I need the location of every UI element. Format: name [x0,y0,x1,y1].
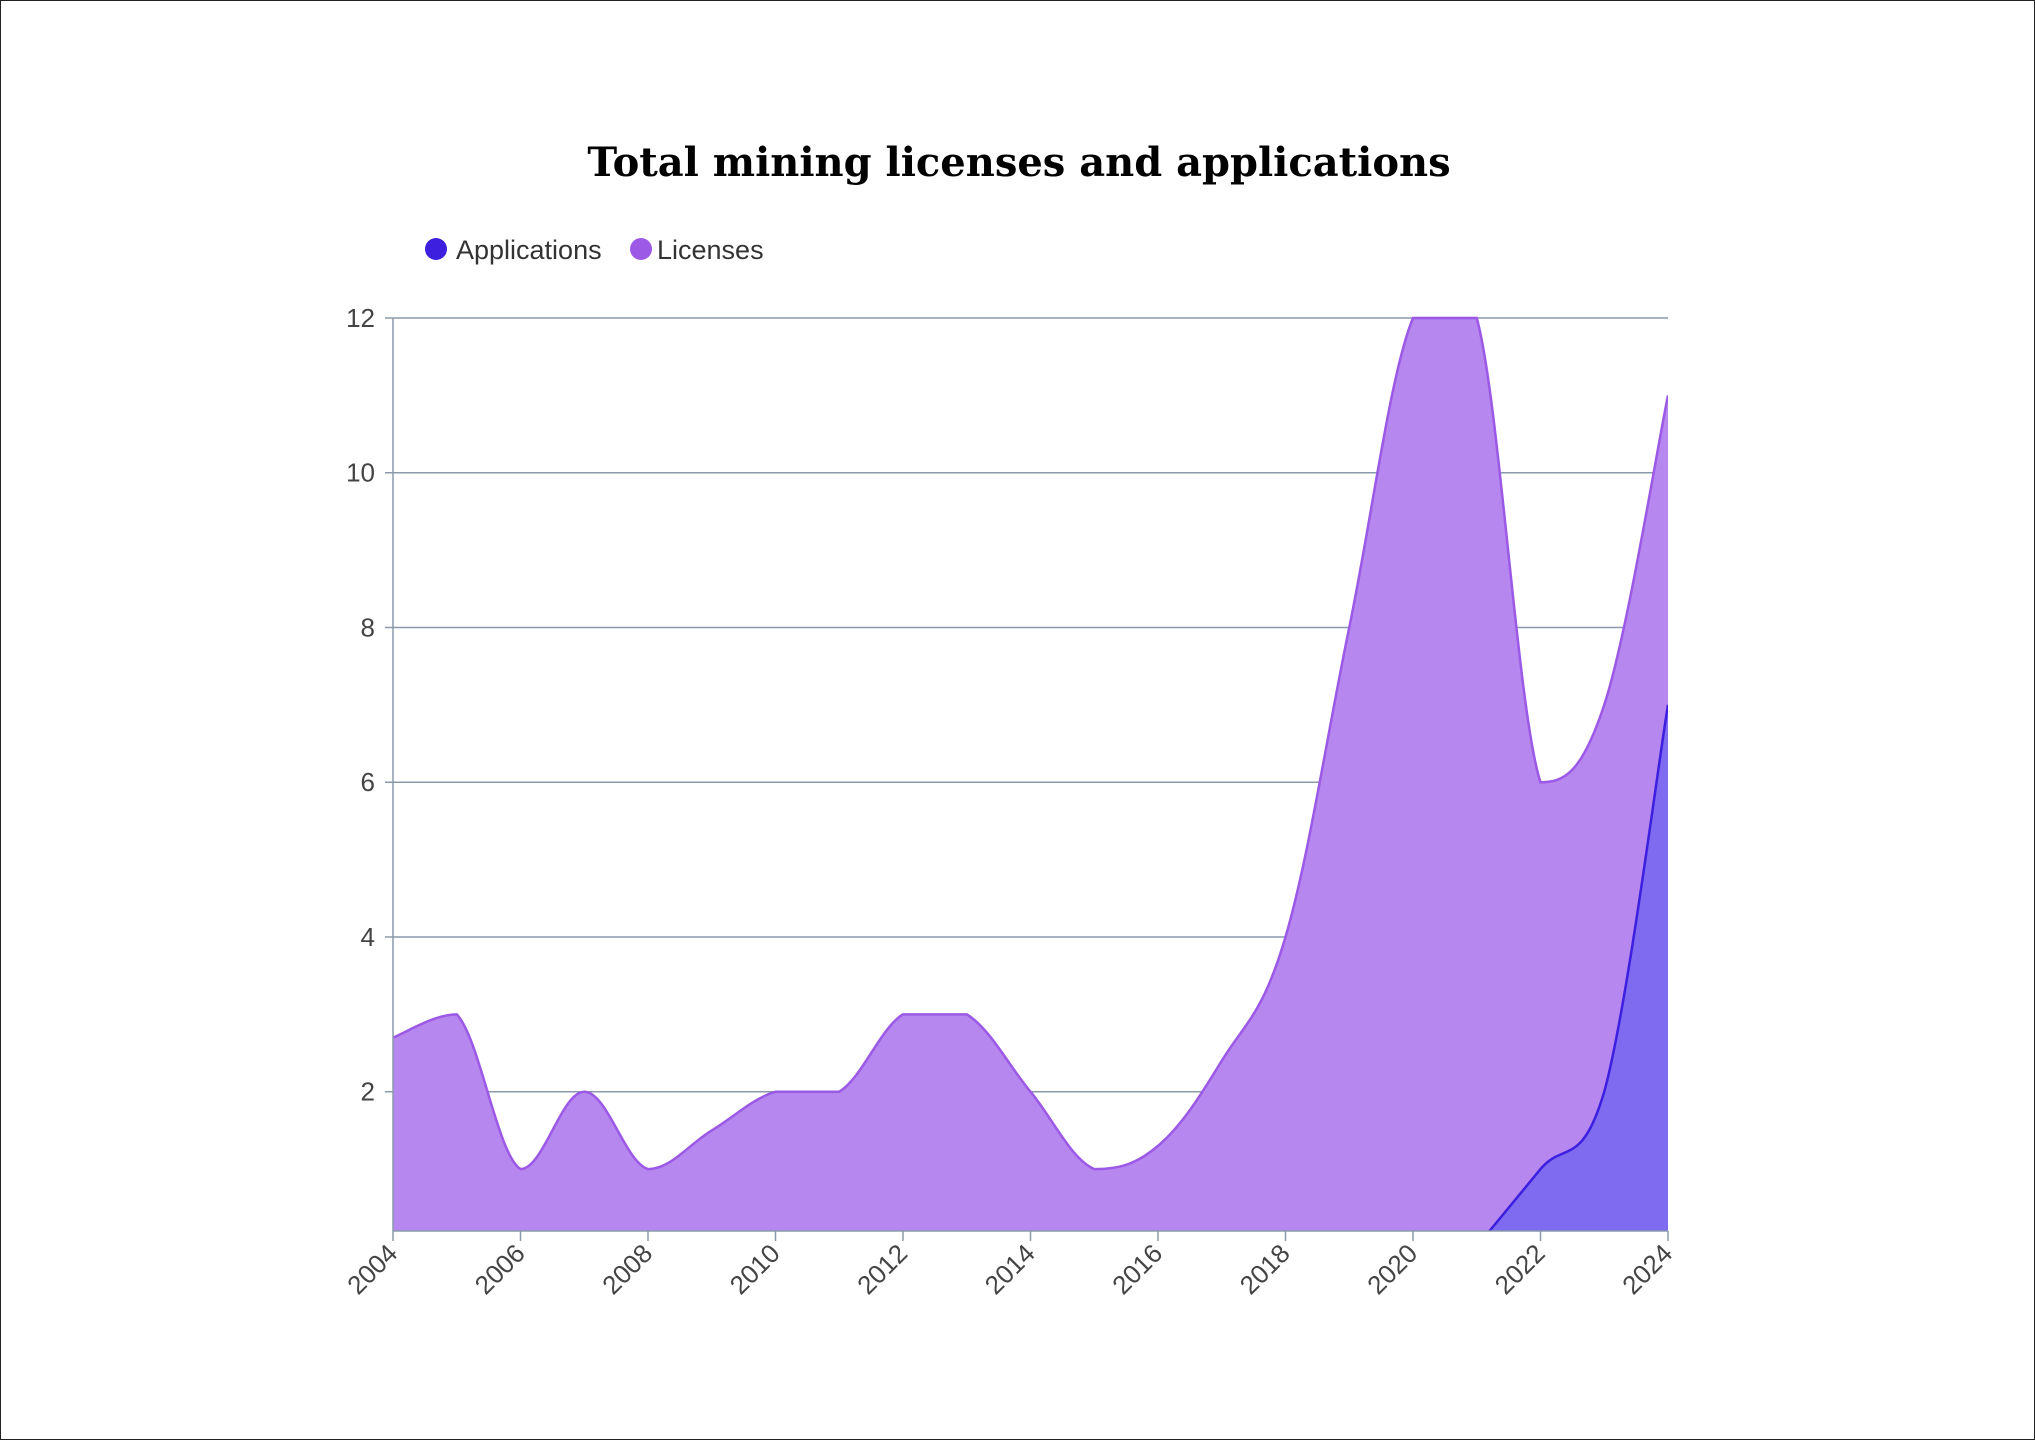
legend-label-licenses: Licenses [657,235,764,265]
series-applications [1477,704,1668,1281]
y-tick-label-8: 8 [361,612,375,642]
y-tick-label-12: 12 [346,303,375,333]
x-axis-ticks: 2004 2006 2008 2010 2012 2014 2016 2018 2020 2022… [341,1231,1678,1300]
x-tick-label-2006: 2006 [469,1238,531,1300]
area-licenses[interactable] [393,318,1668,1281]
x-tick-label-2004: 2004 [341,1238,403,1300]
y-axis-ticks: 2 4 6 8 10 12 [346,303,393,1107]
legend-item-applications[interactable]: Applications [425,235,602,265]
y-tick-label-6: 6 [361,767,375,797]
chart-title: Total mining licenses and applications [587,139,1450,186]
series-licenses [393,316,1668,1281]
x-tick-label-2016: 2016 [1106,1238,1168,1300]
legend-swatch-applications [425,238,447,260]
legend-item-licenses[interactable]: Licenses [630,235,764,265]
series-areas [393,316,1668,1281]
y-tick-label-10: 10 [346,458,375,488]
x-tick-label-2018: 2018 [1234,1238,1296,1300]
legend-swatch-licenses [630,238,652,260]
x-tick-label-2020: 2020 [1361,1238,1423,1300]
legend: Applications Licenses [425,235,764,265]
x-tick-label-2024: 2024 [1616,1238,1678,1300]
x-tick-label-2010: 2010 [724,1238,786,1300]
x-tick-label-2022: 2022 [1489,1238,1551,1300]
x-tick-label-2014: 2014 [979,1238,1041,1300]
x-tick-label-2012: 2012 [851,1238,913,1300]
area-applications[interactable] [1477,704,1668,1281]
y-tick-label-4: 4 [361,922,375,952]
x-tick-label-2008: 2008 [596,1238,658,1300]
line-applications [1487,704,1668,1231]
legend-label-applications: Applications [456,235,602,265]
y-tick-label-2: 2 [361,1077,375,1107]
line-licenses [393,316,1668,1171]
